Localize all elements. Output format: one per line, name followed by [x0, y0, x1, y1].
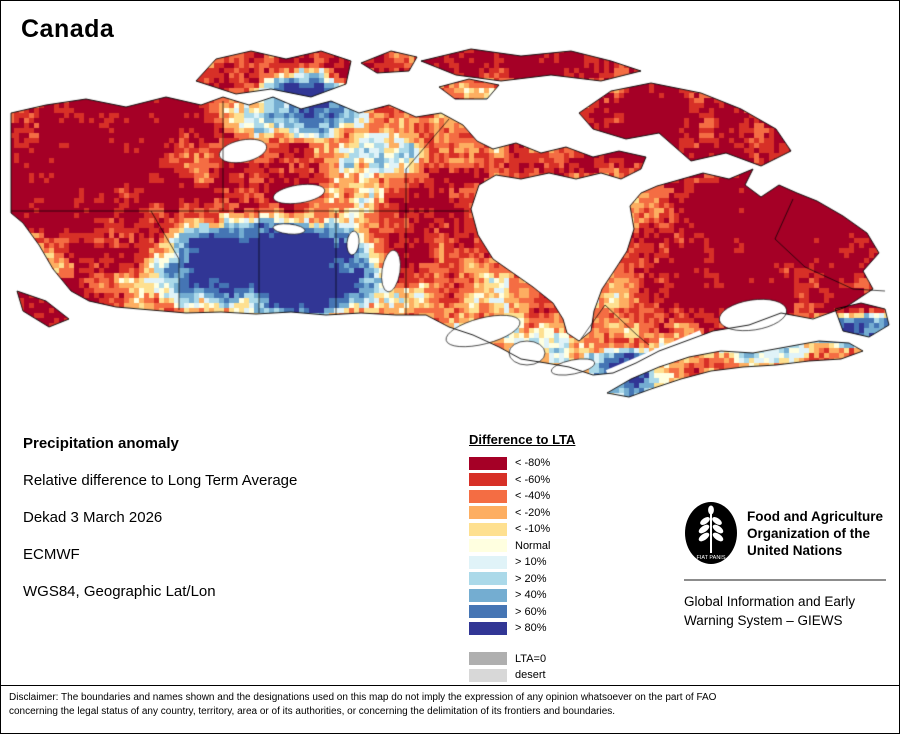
canada-precipitation-anomaly-map	[1, 1, 899, 421]
legend-title: Difference to LTA	[469, 432, 576, 447]
legend-item: < -60%	[469, 472, 575, 489]
legend: Difference to LTA < -80% < -60% < -40% < -2…	[469, 432, 575, 684]
org-name-line: United Nations	[747, 542, 843, 558]
giews-line: Global Information and Early	[684, 594, 856, 609]
legend-label: < -20%	[515, 506, 551, 519]
disclaimer-line: concerning the legal status of any count…	[9, 705, 616, 717]
legend-label: > 40%	[515, 589, 547, 602]
legend-extra-items: LTA=0 desert	[469, 651, 575, 684]
legend-label: Normal	[515, 539, 551, 552]
info-dekad: Dekad 3 March 2026	[23, 509, 163, 526]
legend-item: > 10%	[469, 554, 575, 571]
legend-swatch	[469, 456, 507, 470]
org-name-line: Organization of the	[747, 525, 870, 541]
legend-swatch	[469, 489, 507, 503]
legend-label: > 60%	[515, 605, 547, 618]
fao-header: FIAT PANIS Food and Agriculture Organiza…	[684, 501, 886, 565]
legend-swatch	[469, 522, 507, 536]
legend-item: > 40%	[469, 587, 575, 604]
legend-label: > 10%	[515, 556, 547, 569]
info-source: ECMWF	[23, 546, 80, 563]
legend-swatch	[469, 605, 507, 619]
giews-line: Warning System – GIEWS	[684, 613, 843, 628]
org-name-line: Food and Agriculture	[747, 508, 883, 524]
page-title: Canada	[21, 15, 115, 43]
legend-swatch	[469, 572, 507, 586]
legend-item: < -40%	[469, 488, 575, 505]
legend-label: > 80%	[515, 622, 547, 635]
legend-swatch	[469, 588, 507, 602]
branding-divider	[684, 579, 886, 581]
fao-branding: FIAT PANIS Food and Agriculture Organiza…	[684, 501, 886, 630]
legend-item: > 20%	[469, 571, 575, 588]
legend-item: Normal	[469, 538, 575, 555]
legend-swatch	[469, 539, 507, 553]
disclaimer-line: Disclaimer: The boundaries and names sho…	[9, 692, 717, 703]
legend-swatch	[469, 668, 507, 682]
legend-label: < -10%	[515, 523, 551, 536]
legend-item: LTA=0	[469, 651, 575, 668]
info-projection: WGS84, Geographic Lat/Lon	[23, 583, 216, 600]
legend-item: desert	[469, 667, 575, 684]
legend-swatch	[469, 473, 507, 487]
legend-items: < -80% < -60% < -40% < -20% < -10% Normal > 10…	[469, 455, 575, 637]
legend-label: LTA=0	[515, 652, 547, 665]
giews-label: Global Information and Early Warning Sys…	[684, 592, 886, 630]
legend-swatch	[469, 652, 507, 666]
disclaimer: Disclaimer: The boundaries and names sho…	[1, 685, 899, 718]
legend-item: < -20%	[469, 505, 575, 522]
legend-swatch	[469, 621, 507, 635]
info-heading: Precipitation anomaly	[23, 435, 179, 452]
legend-swatch	[469, 506, 507, 520]
fao-logo-motto: FIAT PANIS	[696, 555, 725, 561]
info-subtitle: Relative difference to Long Term Average	[23, 472, 298, 489]
legend-label: < -40%	[515, 490, 551, 503]
legend-item: < -10%	[469, 521, 575, 538]
legend-swatch	[469, 555, 507, 569]
legend-item: < -80%	[469, 455, 575, 472]
fao-logo: FIAT PANIS	[685, 502, 737, 564]
map-info-block: Precipitation anomaly Relative differenc…	[23, 435, 297, 620]
legend-label: desert	[515, 669, 546, 682]
legend-label: < -60%	[515, 473, 551, 486]
legend-label: > 20%	[515, 572, 547, 585]
legend-label: < -80%	[515, 457, 551, 470]
legend-item: > 80%	[469, 620, 575, 637]
fao-org-name: Food and Agriculture Organization of the…	[747, 508, 883, 559]
legend-item: > 60%	[469, 604, 575, 621]
